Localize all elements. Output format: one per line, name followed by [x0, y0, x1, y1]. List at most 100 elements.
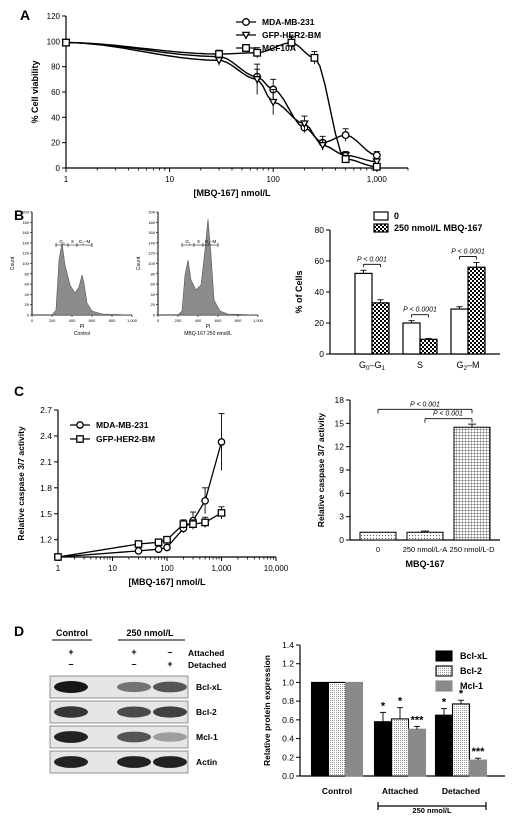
c-x-tick-label: 10 [108, 564, 117, 573]
c-bar-y-tick-label: 0 [339, 535, 344, 545]
c-bar-y-tick-label: 12 [335, 442, 345, 452]
c-legend-marker [76, 421, 84, 429]
a-y-tick-label: 100 [47, 37, 61, 46]
b-hist-x-tick-label: 1,000 [127, 318, 138, 323]
a-x-tick-label: 1,000 [367, 175, 388, 184]
b-hist-x-tick-label: 200 [175, 318, 182, 323]
b-hist-y-tick-label: 180 [22, 220, 29, 225]
c-x-axis-title: [MBQ-167] nmol/L [128, 577, 206, 587]
b-hist-y-tick-label: 140 [22, 240, 29, 245]
b-hist-caption: Control [74, 331, 90, 337]
b-bar [402, 322, 421, 355]
c-bar-x-tick-label: 0 [376, 545, 380, 554]
b-hist-y-tick-label: 160 [22, 230, 29, 235]
d-band [117, 756, 151, 768]
d-legend-swatch [435, 650, 453, 662]
a-point [214, 57, 224, 65]
c-point [154, 545, 163, 554]
d-sig-mark: * [459, 688, 464, 700]
c-point [134, 540, 143, 548]
a-point [372, 151, 381, 160]
d-band [54, 706, 88, 718]
d-band [153, 681, 187, 693]
b-hist-x-title: PI [206, 324, 211, 330]
c-point [163, 543, 171, 552]
d-row-mark: + [68, 647, 73, 657]
b-bar [419, 338, 438, 355]
a-y-tick-label: 60 [51, 88, 60, 97]
b-sig-annotation: P < 0.0001 [451, 249, 485, 256]
b-bar [450, 308, 469, 355]
b-hist-y-tick-label: 0 [153, 313, 156, 318]
d-bar [434, 714, 454, 777]
a-y-tick-label: 40 [51, 113, 60, 122]
b-hist-x-tick-label: 600 [89, 318, 96, 323]
panel-label-c: C [14, 383, 24, 399]
d-band [54, 681, 88, 693]
c-bar [406, 531, 444, 541]
a-x-tick-label: 1 [64, 175, 69, 184]
b-hist-y-tick-label: 80 [25, 271, 30, 276]
b-hist-x-tick-label: 800 [235, 318, 242, 323]
d-row-mark: – [131, 659, 136, 669]
b-hist-y-tick-label: 20 [25, 302, 30, 307]
b-sig-annotation: P < 0.001 [357, 256, 387, 263]
c-bar-y-tick-label: 15 [335, 418, 345, 428]
a-point [310, 53, 319, 62]
d-bar-y-tick-label: 1.2 [282, 659, 294, 669]
a-point [341, 155, 350, 164]
c-y-tick-label: 1.8 [40, 483, 52, 493]
b-hist-x-tick-label: 0 [157, 318, 160, 323]
b-hist-y-tick-label: 120 [148, 251, 155, 256]
d-band [54, 731, 88, 743]
b-hist-x-title: PI [80, 324, 85, 330]
d-band-label: Mcl-1 [196, 732, 218, 742]
b-gate-label: G0 [59, 239, 65, 246]
c-x-tick-label: 1,000 [211, 564, 232, 573]
panel-label-d: D [14, 623, 24, 639]
b-bar-y-tick-label: 0 [319, 349, 324, 359]
a-legend-label: MCF10A [262, 43, 296, 53]
b-hist-x-tick-label: 0 [31, 318, 34, 323]
b-hist-y-title: Count [136, 256, 142, 270]
a-point [287, 38, 296, 47]
d-bar [310, 681, 330, 777]
c-bar-y-title: Relative caspase 3/7 activity [316, 413, 326, 528]
b-hist-y-tick-label: 200 [22, 210, 29, 215]
d-bar-y-title: Relative protein expression [262, 655, 272, 766]
a-legend-marker [241, 31, 251, 40]
b-hist-y-tick-label: 100 [22, 261, 29, 266]
d-group-label: 250 nmol/L [126, 628, 174, 638]
c-y-tick-label: 2.1 [40, 457, 52, 467]
c-bar [359, 531, 397, 541]
b-hist-x-tick-label: 400 [195, 318, 202, 323]
d-bar [344, 681, 364, 777]
d-bar [451, 703, 471, 777]
d-band [54, 756, 88, 768]
d-bar-x-tick-label: Control [322, 786, 352, 796]
d-bar-x-tick-label: Attached [382, 786, 418, 796]
a-x-tick-label: 10 [165, 175, 174, 184]
d-bar-y-tick-label: 0.4 [282, 734, 294, 744]
d-group-label: Control [56, 628, 88, 638]
c-bar [453, 426, 491, 541]
b-legend-swatch [373, 211, 389, 221]
d-band [117, 731, 151, 743]
c-point [201, 518, 209, 527]
d-bar-y-tick-label: 1.4 [282, 640, 294, 650]
d-bar-y-tick-label: 0.2 [282, 752, 294, 762]
c-bar-x-tick-label: 250 nmol/L-D [449, 545, 495, 554]
d-legend-swatch [435, 665, 453, 677]
b-gate-label: G2–M [79, 239, 91, 246]
a-point [372, 158, 382, 167]
b-hist-y-tick-label: 40 [25, 292, 30, 297]
d-bar-y-tick-label: 0.0 [282, 771, 294, 781]
b-gate-label: S [197, 239, 200, 244]
b-gate-label: S [71, 239, 74, 244]
a-point [62, 38, 70, 47]
c-sig-annotation: P < 0.001 [410, 401, 440, 408]
c-point [179, 520, 188, 528]
a-y-axis-title: % Cell viability [30, 60, 40, 123]
b-hist-y-tick-label: 60 [151, 282, 156, 287]
c-x-tick-label: 100 [160, 564, 174, 573]
